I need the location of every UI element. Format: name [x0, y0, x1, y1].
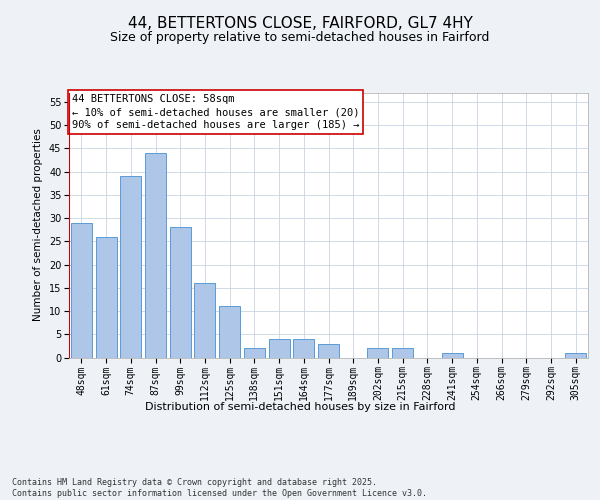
- Text: Distribution of semi-detached houses by size in Fairford: Distribution of semi-detached houses by …: [145, 402, 455, 412]
- Bar: [367, 348, 388, 358]
- Bar: [71, 222, 92, 358]
- Bar: [194, 283, 215, 358]
- Bar: [244, 348, 265, 358]
- Bar: [392, 348, 413, 358]
- Bar: [219, 306, 240, 358]
- Bar: [442, 353, 463, 358]
- Bar: [120, 176, 141, 358]
- Bar: [95, 236, 116, 358]
- Bar: [293, 339, 314, 357]
- Y-axis label: Number of semi-detached properties: Number of semi-detached properties: [34, 128, 43, 322]
- Bar: [318, 344, 339, 357]
- Bar: [170, 228, 191, 358]
- Text: 44, BETTERTONS CLOSE, FAIRFORD, GL7 4HY: 44, BETTERTONS CLOSE, FAIRFORD, GL7 4HY: [128, 16, 472, 31]
- Text: Contains HM Land Registry data © Crown copyright and database right 2025.
Contai: Contains HM Land Registry data © Crown c…: [12, 478, 427, 498]
- Text: Size of property relative to semi-detached houses in Fairford: Size of property relative to semi-detach…: [110, 31, 490, 44]
- Bar: [269, 339, 290, 357]
- Bar: [565, 353, 586, 358]
- Bar: [145, 153, 166, 358]
- Text: 44 BETTERTONS CLOSE: 58sqm
← 10% of semi-detached houses are smaller (20)
90% of: 44 BETTERTONS CLOSE: 58sqm ← 10% of semi…: [71, 94, 359, 130]
